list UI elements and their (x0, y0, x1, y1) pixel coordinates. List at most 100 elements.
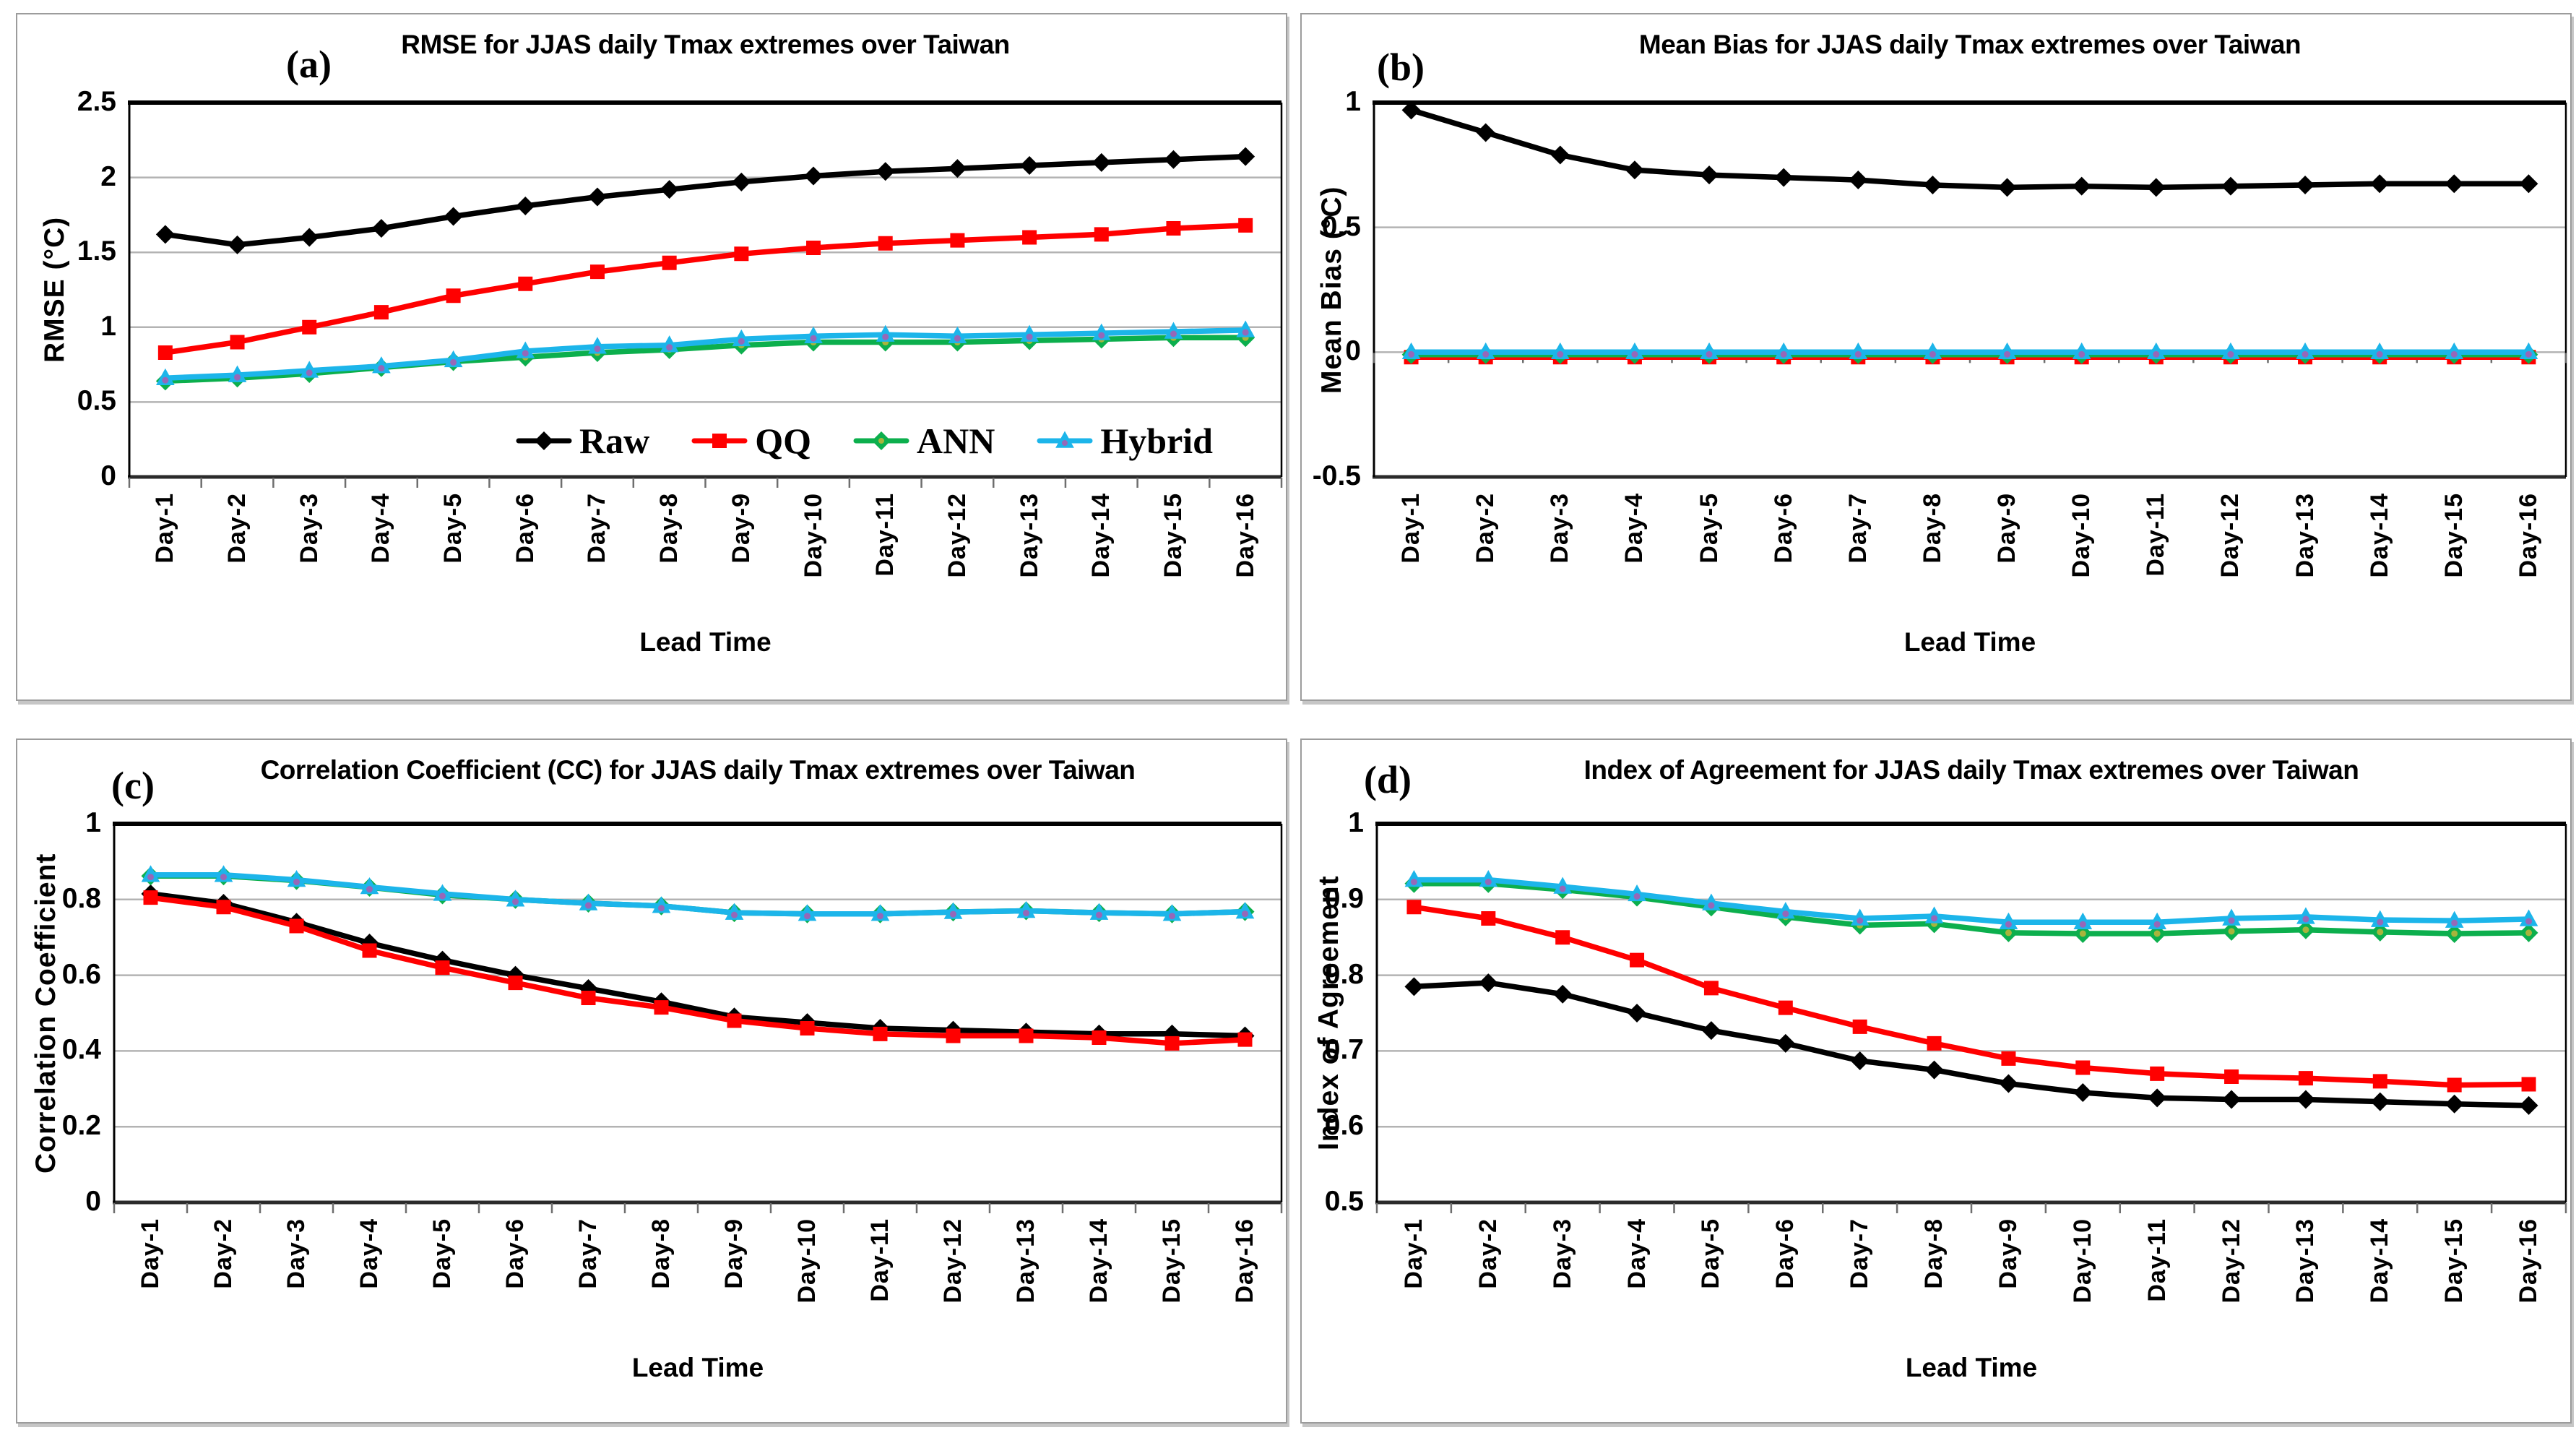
marker-triangle-hybrid (1162, 904, 1182, 921)
x-category-label: Day-12 (2216, 493, 2244, 578)
marker-center-dot (220, 874, 227, 881)
x-category-label: Day-16 (2515, 1218, 2543, 1304)
x-category-label: Day-7 (574, 1218, 602, 1289)
marker-center-dot (594, 345, 601, 353)
marker-diamond-raw (300, 228, 319, 247)
marker-triangle-hybrid (1479, 870, 1498, 887)
marker-square-qq (373, 305, 389, 320)
marker-diamond-raw (2519, 174, 2538, 194)
marker-square-qq (1852, 1019, 1867, 1034)
marker-triangle-hybrid (943, 902, 963, 919)
marker-center-dot (2005, 929, 2012, 937)
marker-center-dot (2376, 350, 2383, 358)
x-category-label: Day-11 (866, 1218, 894, 1302)
legend-label: ANN (917, 421, 995, 461)
marker-triangle-hybrid (1089, 903, 1109, 920)
marker-center-dot (1242, 329, 1249, 336)
marker-square-qq (1630, 952, 1645, 968)
x-category-label: Day-1 (151, 493, 179, 564)
marker-center-dot (2153, 930, 2161, 937)
x-category-label: Day-2 (1474, 1218, 1502, 1289)
x-category-label: Day-11 (2143, 1218, 2171, 1302)
marker-center-dot (877, 913, 883, 920)
x-category-label: Day-6 (501, 1218, 529, 1289)
marker-square-qq (302, 319, 317, 335)
marker-center-dot (658, 905, 665, 912)
panel-letter-b: (b) (1377, 46, 1425, 89)
x-category-label: Day-4 (355, 1218, 383, 1289)
marker-square-qq (800, 1020, 815, 1035)
marker-diamond-raw (1236, 147, 1255, 166)
marker-diamond-raw (1776, 1033, 1795, 1053)
marker-center-dot (1408, 350, 1415, 358)
marker-square-qq (362, 943, 377, 958)
marker-triangle-hybrid (1999, 912, 2018, 929)
marker-diamond-raw (732, 172, 751, 191)
marker-square-qq (2001, 1051, 2016, 1066)
x-category-label: Day-5 (1697, 1218, 1725, 1289)
marker-center-dot (1780, 350, 1787, 358)
x-category-label: Day-5 (428, 1218, 456, 1289)
x-category-label: Day-13 (2291, 493, 2319, 578)
marker-triangle-hybrid (2370, 342, 2390, 360)
marker-diamond-raw (804, 166, 824, 186)
marker-center-dot (1633, 892, 1641, 900)
marker-center-dot (2451, 919, 2458, 926)
y-tick-label: -0.5 (1312, 460, 1361, 491)
y-tick-label: 0.5 (77, 385, 116, 417)
y-tick-label: 0 (100, 460, 116, 491)
marker-center-dot (1242, 910, 1248, 918)
series-line-ann (1411, 881, 2532, 937)
marker-square-qq (950, 233, 965, 248)
marker-diamond-raw (1476, 123, 1495, 142)
x-category-label: Day-4 (367, 493, 395, 564)
y-tick-label: 0.5 (1324, 1186, 1364, 1217)
legend-label: QQ (755, 421, 812, 461)
marker-square-qq (662, 255, 677, 270)
x-category-label: Day-10 (2067, 493, 2096, 578)
series-line-qq (1411, 904, 2532, 1088)
marker-triangle-hybrid (287, 870, 306, 887)
x-category-label: Day-5 (1695, 493, 1723, 564)
marker-triangle-hybrid (2445, 910, 2464, 928)
marker-diamond-raw (1553, 984, 1573, 1004)
marker-square-qq (727, 1013, 742, 1028)
marker-square-qq (2075, 1060, 2091, 1075)
marker-center-dot (882, 333, 889, 340)
marker-center-dot (804, 913, 811, 920)
x-category-label: Day-15 (1158, 1218, 1185, 1304)
marker-triangle-hybrid (660, 335, 679, 353)
y-tick-label: 0.4 (61, 1034, 101, 1066)
series-line-raw (1408, 107, 2532, 191)
x-axis-title-lead-time: Lead Time (639, 627, 771, 657)
marker-square-qq (518, 276, 533, 291)
panel-a-rmse: (a) RMSE for JJAS daily Tmax extremes ov… (16, 13, 1287, 701)
marker-square-qq (1237, 1032, 1253, 1047)
panel-letter-c: (c) (111, 764, 155, 807)
x-axis-title-lead-time: Lead Time (631, 1353, 764, 1382)
panel-letter-a: (a) (286, 43, 332, 86)
marker-center-dot (1782, 910, 1789, 918)
x-category-label: Day-11 (871, 493, 899, 577)
marker-center-dot (810, 335, 817, 342)
series-line-qq (163, 223, 1248, 356)
marker-square-qq (654, 1000, 669, 1015)
marker-center-dot (2228, 917, 2235, 924)
marker-center-dot (1854, 350, 1862, 358)
marker-triangle-hybrid (433, 884, 452, 901)
marker-square-qq (2150, 1066, 2165, 1081)
x-category-label: Day-7 (1844, 493, 1872, 564)
marker-square-qq (589, 264, 605, 280)
marker-square-qq (216, 900, 231, 915)
series-line-raw (1411, 980, 2532, 1108)
x-category-label: Day-14 (1085, 1218, 1112, 1304)
marker-triangle-hybrid (228, 365, 247, 382)
marker-triangle-hybrid (1924, 906, 1944, 923)
x-category-label: Day-3 (1548, 1218, 1576, 1289)
marker-diamond-raw (1479, 973, 1498, 993)
marker-diamond-raw (948, 159, 967, 178)
marker-triangle-hybrid (506, 890, 525, 907)
x-category-label: Day-12 (939, 1218, 967, 1304)
marker-triangle-hybrid (1628, 884, 1646, 902)
x-category-label: Day-7 (583, 493, 611, 564)
